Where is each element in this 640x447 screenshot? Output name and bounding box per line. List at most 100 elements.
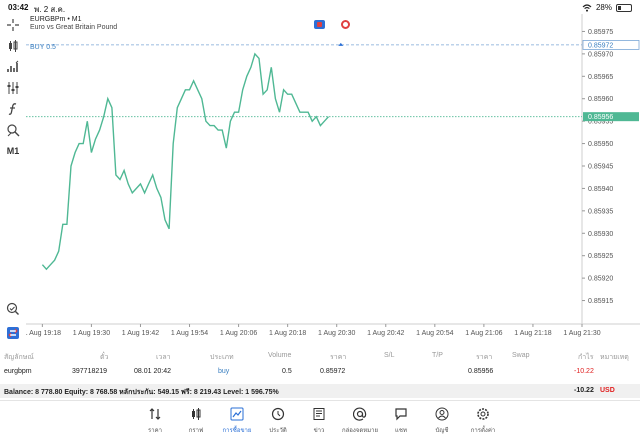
buy-marker-icon [338,42,344,46]
tab-news-label: ข่าว [313,428,325,434]
tab-trade[interactable]: การซื้อขาย [217,407,257,441]
wifi-icon [582,3,592,12]
cell-current-price: 0.85956 [468,368,494,375]
tab-news[interactable]: ข่าว [299,407,339,441]
account-icon [435,407,449,421]
tab-account[interactable]: บัญชี [422,407,462,441]
chart-grid [26,14,640,327]
header-comment: หมายเหตุ [600,354,629,361]
y-tick-label: 0.85970 [588,51,613,58]
news-icon [313,408,325,420]
quotes-icon [149,408,161,420]
one-click-trading-icon[interactable] [4,324,22,342]
y-tick-label: 0.85945 [588,164,613,171]
tab-chat[interactable]: แชท [381,407,421,441]
tab-settings[interactable]: การตั้งค่า [463,407,503,441]
x-tick-label: 1 Aug 21:30 [563,330,600,337]
history-icon [271,407,285,421]
settings-icon [477,408,489,420]
chart-toolbar: M1 [0,14,26,354]
zoom-icon[interactable] [4,300,22,318]
header-symbol: สัญลักษณ์ [4,354,34,361]
cell-type: buy [218,368,230,375]
currency: USD [600,387,615,394]
tab-history-label: ประวัติ [269,428,287,434]
header-price: ราคา [330,354,347,361]
x-tick-label: 1 Aug 20:54 [416,330,453,337]
balance-bar: Balance: 8 778.80 Equity: 8 768.58 หลักป… [0,384,640,398]
y-tick-label: 0.85940 [588,186,613,193]
y-tick-label: 0.85930 [588,231,613,238]
mailbox-icon [353,407,367,421]
total-profit: -10.22 [574,387,594,394]
buy-price-label: 0.85972 [588,42,613,49]
tab-trade-label: การซื้อขาย [222,428,252,434]
tab-mailbox-label: กล่องจดหมาย [341,428,379,434]
tab-settings-label: การตั้งค่า [470,428,496,434]
symbol-description: Euro vs Great Britain Pound [30,24,118,31]
x-tick-label: 1 Aug 21:06 [465,330,502,337]
x-tick-label: 1 Aug 20:30 [318,330,355,337]
tab-mailbox[interactable]: กล่องจดหมาย [340,407,380,441]
timeframe-button[interactable]: M1 [6,146,20,156]
cell-time: 08.01 20:42 [134,368,171,375]
bottom-tab-bar: ราคา กราฟ การซื้อขาย ประวัติ ข่าว กล่องจ… [0,400,640,447]
crosshair-icon[interactable] [4,16,22,34]
y-tick-label: 0.85960 [588,96,613,103]
status-time: 03:42 [8,3,29,12]
chart-icon [192,408,201,420]
header-current-price: ราคา [476,354,493,361]
candles-icon[interactable] [4,37,22,55]
trade-toggle-icon[interactable] [341,20,350,29]
price-chart[interactable]: 0.859750.859700.859650.859600.859550.859… [26,14,640,344]
function-icon[interactable] [4,100,22,118]
y-tick-label: 0.85915 [588,298,613,305]
trade-icon [230,407,244,421]
header-ticket: ตั๋ว [100,354,109,361]
balance-summary: Balance: 8 778.80 Equity: 8 768.58 หลักป… [4,389,279,396]
tab-chart-label: กราฟ [188,428,204,434]
status-date: พ. 2 ส.ค. [34,5,66,14]
status-right: 28% [582,3,632,12]
buy-line-label: BUY 0.5 [30,44,56,51]
tab-chat-label: แชท [395,428,407,434]
status-bar: 03:42 พ. 2 ส.ค. 28% [0,0,640,14]
tab-history[interactable]: ประวัติ [258,407,298,441]
shapes-icon[interactable] [4,121,22,139]
x-tick-label: 1 Aug 19:18 [26,330,61,337]
objects-icon[interactable] [4,58,22,76]
x-tick-label: 1 Aug 20:42 [367,330,404,337]
x-tick-label: 1 Aug 19:42 [122,330,159,337]
bid-price-tag [583,112,639,122]
price-line [41,52,330,271]
header-type: ประเภท [210,354,234,361]
indicators-icon[interactable] [4,79,22,97]
positions-header: สัญลักษณ์ ตั๋ว เวลา ประเภท Volume ราคา S… [0,352,640,364]
tab-account-label: บัญชี [435,428,449,434]
tab-chart[interactable]: กราฟ [176,407,216,441]
header-tp: T/P [432,352,443,359]
x-tick-label: 1 Aug 20:18 [269,330,306,337]
buy-price-tag [582,40,640,50]
y-tick-label: 0.85935 [588,208,613,215]
battery-percent: 28% [595,3,612,12]
y-tick-label: 0.85975 [588,29,613,36]
y-axis-labels: 0.859750.859700.859650.859600.859550.859… [588,29,613,305]
header-time: เวลา [156,354,171,361]
header-volume: Volume [268,352,292,359]
y-tick-label: 0.85955 [588,119,613,126]
tab-quotes[interactable]: ราคา [135,407,175,441]
one-click-panel-icon[interactable] [314,20,325,29]
cell-price: 0.85972 [320,368,346,375]
bid-price-label: 0.85956 [588,114,613,121]
symbol-title: EURGBPm • M1 [30,16,82,23]
cell-volume: 0.5 [282,368,292,375]
y-tick-label: 0.85950 [588,141,613,148]
x-tick-label: 1 Aug 19:54 [171,330,208,337]
chat-icon [395,408,407,421]
header-profit: กำไร [578,354,594,361]
x-tick-label: 1 Aug 21:18 [514,330,551,337]
price-levels: 0.85972 0.85956 [26,40,640,122]
table-row[interactable]: eurgbpm 397718219 08.01 20:42 buy 0.5 0.… [0,368,640,380]
tab-quotes-label: ราคา [148,428,162,434]
